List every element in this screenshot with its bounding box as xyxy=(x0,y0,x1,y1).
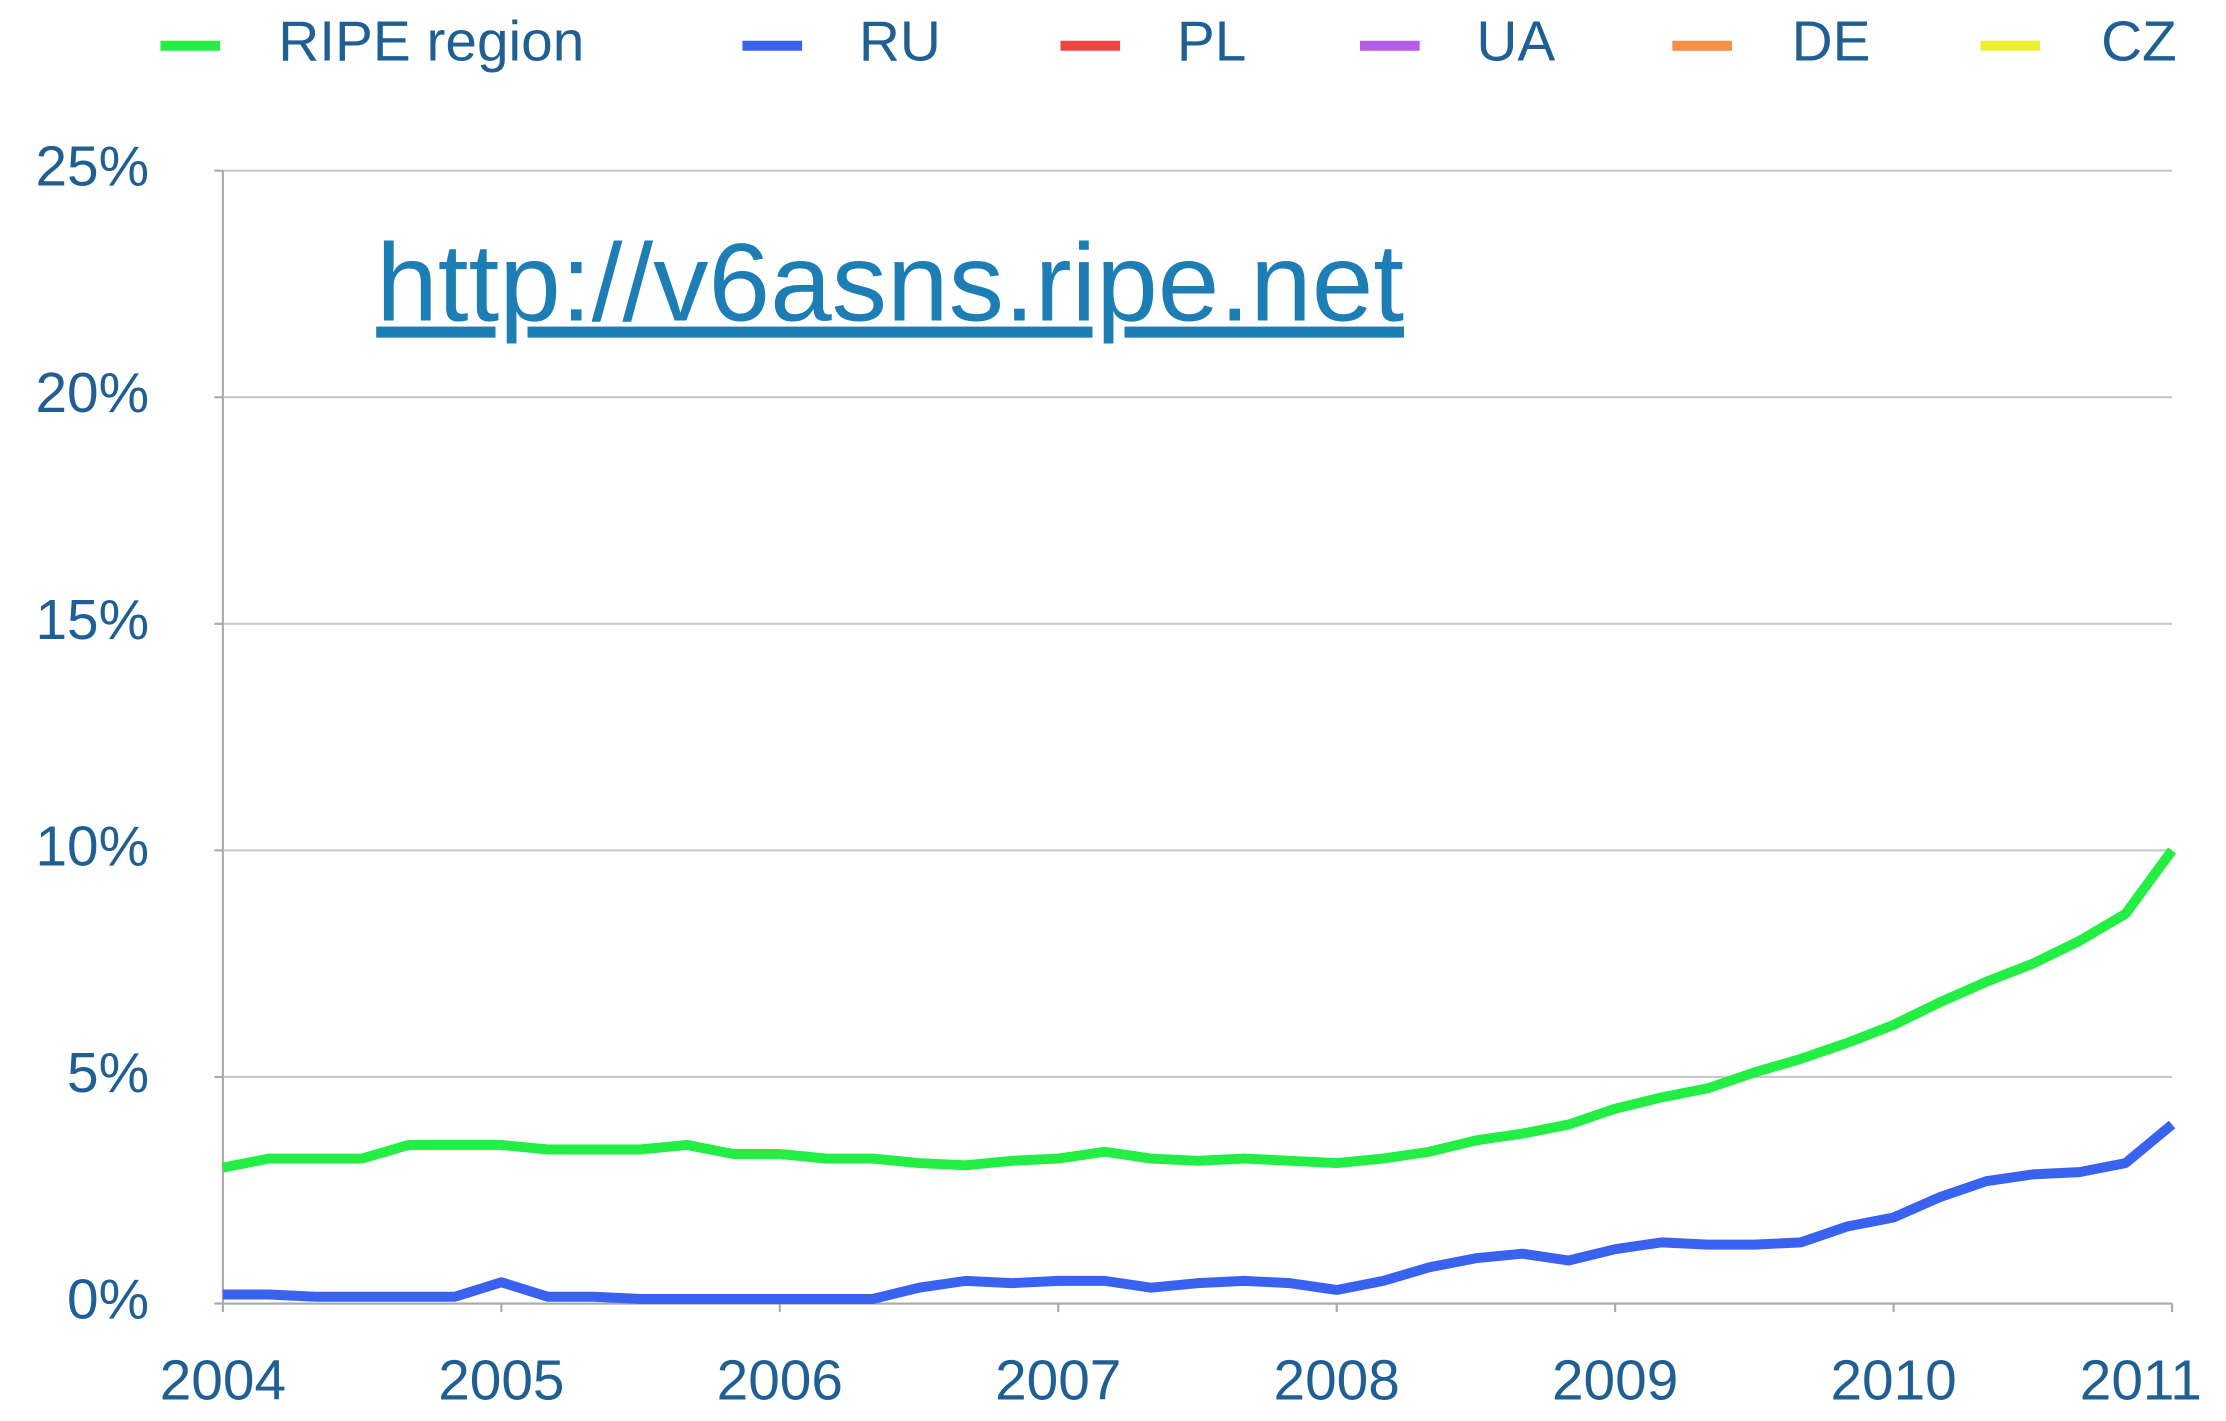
x-tick-label: 2010 xyxy=(1830,1349,1956,1412)
y-tick-label: 10% xyxy=(35,815,149,878)
x-tick-label: 2009 xyxy=(1552,1349,1678,1412)
x-tick-label: 2011 xyxy=(2080,1349,2202,1412)
legend-label: PL xyxy=(1177,11,1246,74)
y-tick-label: 20% xyxy=(35,362,149,425)
plot: 0% 5% 10% 15% 20% 25% 2004 2005 2006 2007 2008 2009… xyxy=(35,11,2201,1413)
x-tick-label: 2005 xyxy=(438,1349,564,1412)
y-tick-label: 0% xyxy=(67,1269,149,1332)
x-tick-label: 2006 xyxy=(717,1349,843,1412)
annotation-link[interactable]: http://v6asns.ripe.net xyxy=(376,222,1404,345)
y-tick-label: 15% xyxy=(35,589,149,652)
legend-label: DE xyxy=(1792,11,1871,74)
y-tick-label: 25% xyxy=(35,136,149,199)
x-tick-label: 2008 xyxy=(1274,1349,1400,1412)
series-line xyxy=(221,847,2177,1173)
legend-label: RU xyxy=(859,11,941,74)
legend-label: CZ xyxy=(2101,11,2177,74)
x-tick-label: 2004 xyxy=(160,1349,286,1412)
y-tick-label: 5% xyxy=(67,1042,149,1105)
legend-label: UA xyxy=(1476,11,1555,74)
series-line xyxy=(222,1120,2176,1304)
legend-label: RIPE region xyxy=(278,11,584,74)
x-tick-label: 2007 xyxy=(995,1349,1121,1412)
